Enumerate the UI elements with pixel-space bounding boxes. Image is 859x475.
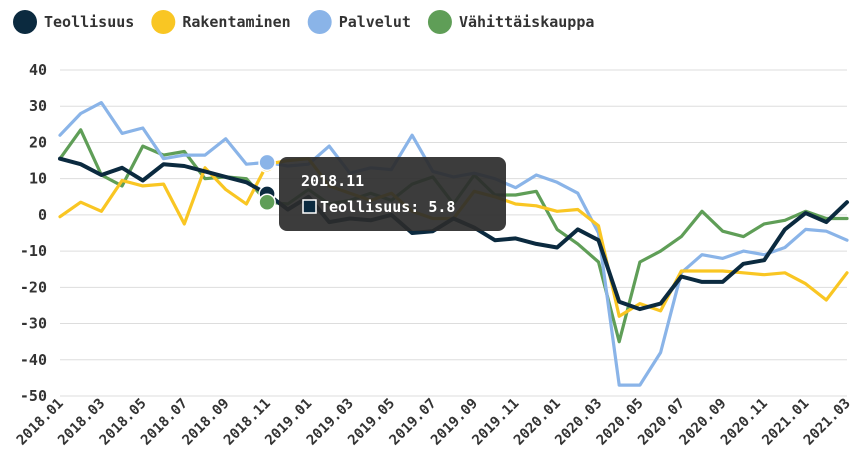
y-tick-label-2: 20 bbox=[29, 133, 47, 151]
x-axis: 2018.012018.032018.052018.072018.092018.… bbox=[14, 396, 854, 449]
tooltip-background bbox=[279, 157, 506, 231]
legend: Teollisuus Rakentaminen Palvelut Vähittäisk… bbox=[13, 10, 594, 34]
legend-marker-0 bbox=[13, 10, 37, 34]
hover-markers bbox=[258, 153, 276, 211]
legend-label-3[interactable]: Vähittäiskauppa bbox=[459, 13, 594, 31]
legend-marker-1 bbox=[151, 10, 176, 34]
y-tick-label-4: 0 bbox=[38, 206, 47, 224]
legend-marker-3 bbox=[427, 10, 452, 34]
tooltip-period: 2018.11 bbox=[301, 172, 364, 190]
tooltip-value: Teollisuus: 5.8 bbox=[320, 198, 455, 216]
legend-label-1[interactable]: Rakentaminen bbox=[182, 13, 290, 31]
y-tick-label-8: -40 bbox=[20, 351, 47, 369]
hover-marker-2 bbox=[258, 153, 276, 172]
y-tick-label-1: 30 bbox=[29, 97, 47, 115]
y-tick-label-6: -20 bbox=[20, 278, 47, 296]
y-tick-label-5: -10 bbox=[20, 242, 47, 260]
legend-marker-2 bbox=[307, 10, 332, 34]
legend-label-0[interactable]: Teollisuus bbox=[44, 13, 134, 31]
y-tick-label-0: 40 bbox=[29, 61, 47, 79]
y-tick-label-3: 10 bbox=[29, 170, 47, 188]
tooltip-swatch bbox=[302, 199, 317, 214]
tooltip: 2018.11 Teollisuus: 5.8 bbox=[279, 157, 506, 231]
legend-label-2[interactable]: Palvelut bbox=[339, 13, 411, 31]
hover-marker-3 bbox=[258, 193, 276, 211]
series-lines bbox=[58, 100, 849, 387]
y-tick-label-7: -30 bbox=[20, 315, 47, 333]
y-axis: 40 30 20 10 0 -10 -20 -30 -40 -50 bbox=[20, 61, 47, 405]
y-tick-label-9: -50 bbox=[20, 387, 47, 405]
series-line-2[interactable] bbox=[58, 100, 849, 387]
